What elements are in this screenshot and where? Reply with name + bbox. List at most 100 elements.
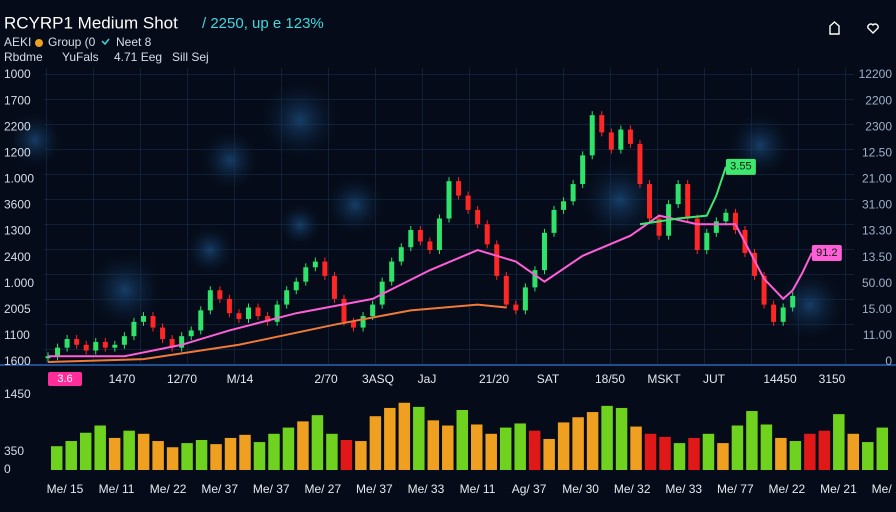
x-label: Me/ 22	[769, 482, 806, 496]
y-label: 1100	[4, 328, 30, 342]
x-label: Me/ 27	[304, 482, 341, 496]
volume-bar	[456, 410, 468, 470]
volume-bar	[51, 446, 63, 470]
dot	[35, 39, 43, 47]
candle	[675, 184, 681, 205]
candle	[656, 218, 662, 236]
info: AEKI	[4, 35, 31, 49]
candle	[446, 181, 452, 219]
heart-icon[interactable]	[867, 23, 879, 34]
candle	[484, 224, 490, 245]
candle	[637, 143, 643, 185]
candle	[436, 218, 442, 251]
x-label: Me/ 37	[253, 482, 290, 496]
candle	[456, 181, 462, 196]
volume-bar	[471, 424, 483, 470]
info: Group (0	[48, 35, 96, 49]
y2-label: 2200	[865, 93, 892, 107]
volume-bar	[615, 407, 628, 470]
volume-bar	[442, 425, 454, 470]
home-icon[interactable]	[829, 21, 840, 35]
y-label: 1300	[4, 224, 31, 238]
change: / 2250, up e 123%	[202, 15, 324, 32]
y-label: 1600	[4, 354, 31, 368]
volume-bar	[760, 424, 773, 470]
volume-bar	[253, 442, 266, 470]
candle	[599, 115, 605, 133]
ma-line	[47, 303, 507, 363]
y2-label: 13.50	[862, 250, 892, 264]
volume-bar	[499, 427, 512, 470]
volume-bar	[876, 427, 888, 470]
volume-bar	[630, 426, 642, 470]
volume-bar	[123, 430, 135, 470]
volume-bar	[833, 414, 845, 470]
candle	[83, 344, 89, 351]
candle	[503, 275, 509, 305]
candle	[475, 209, 481, 225]
y2-label: 21.00	[862, 172, 892, 186]
candle	[713, 221, 719, 233]
x-label: Me/ 33	[408, 482, 445, 496]
candle	[121, 336, 127, 345]
candle	[761, 275, 767, 305]
candle	[93, 341, 99, 351]
x-label: 1470	[109, 372, 136, 386]
candle	[389, 261, 395, 282]
y-tick-label: 1450	[4, 387, 31, 401]
candle	[131, 321, 137, 337]
volume-bar	[862, 442, 874, 470]
candle	[341, 298, 347, 322]
volume-bar	[108, 437, 121, 470]
badge	[725, 158, 756, 175]
x-label: Me/ 22	[150, 482, 187, 496]
x-label: JUT	[703, 372, 726, 386]
volume-bar	[137, 433, 150, 470]
candle	[360, 316, 366, 328]
badge	[811, 244, 842, 261]
candle	[570, 184, 576, 202]
candle	[246, 307, 251, 319]
volume-bar	[847, 433, 860, 470]
volume-bar	[210, 444, 222, 470]
candle	[351, 321, 357, 328]
y-label: 1.000	[4, 172, 34, 186]
candle	[647, 184, 652, 219]
candle	[188, 330, 194, 337]
x-label: Me/ 11	[460, 482, 496, 496]
x-label: 2/70	[314, 372, 338, 386]
x-label: SAT	[537, 372, 560, 386]
y2-label: 31.00	[862, 198, 892, 212]
x-label: Me/ 11	[99, 482, 135, 496]
candle	[331, 275, 337, 299]
volume-bar	[79, 432, 92, 470]
volume-bar	[224, 437, 237, 470]
x-label: Me/ 37	[356, 482, 393, 496]
volume-bar	[557, 422, 570, 470]
candle	[322, 261, 328, 276]
candle	[312, 261, 318, 268]
x-label: Me/ 30	[562, 482, 599, 496]
volume-bar	[586, 412, 599, 470]
candle	[627, 129, 633, 144]
candle	[685, 184, 691, 219]
info: 4.71 Eeg	[114, 50, 162, 64]
volume-bar	[152, 441, 164, 470]
volume-bar	[239, 434, 251, 470]
badge	[48, 372, 82, 386]
x-label: Me/ 17	[872, 482, 896, 496]
candle	[293, 281, 299, 291]
x-label: 14450	[763, 372, 797, 386]
info: Neet 8	[116, 35, 152, 49]
candle	[226, 298, 232, 314]
candle	[198, 310, 204, 331]
corner-badge: 3.6	[57, 373, 72, 385]
candle	[55, 347, 61, 357]
volume-bar	[94, 425, 106, 470]
candle	[150, 316, 156, 328]
y-label: 2200	[4, 119, 31, 133]
candle	[408, 229, 414, 248]
candle	[494, 244, 500, 276]
volume-bar	[543, 438, 555, 470]
y2-label: 13.30	[862, 224, 892, 238]
